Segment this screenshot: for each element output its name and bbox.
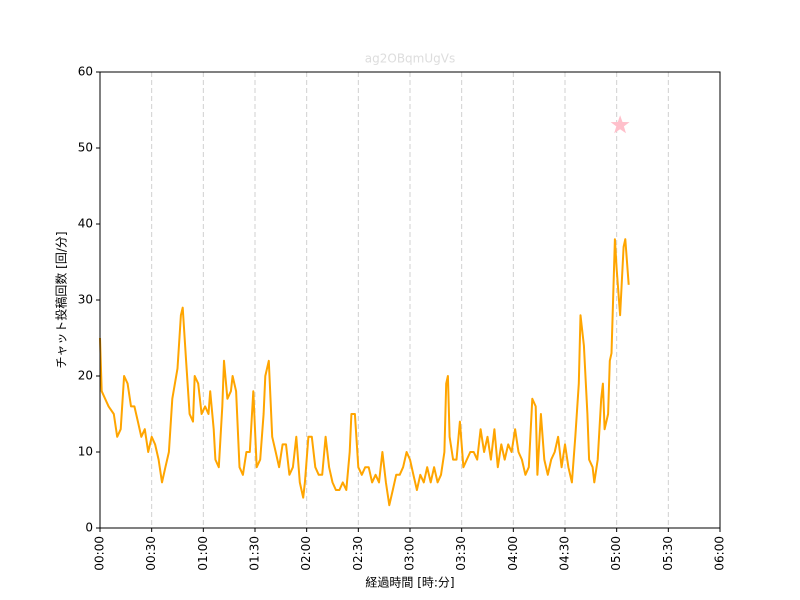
x-tick-label: 04:30 — [558, 536, 572, 571]
x-tick-label: 01:00 — [196, 536, 210, 571]
x-tick-label: 00:30 — [144, 536, 158, 571]
x-tick-label: 02:30 — [351, 536, 365, 571]
y-tick-label: 30 — [78, 293, 93, 307]
x-tick-label: 04:00 — [506, 536, 520, 571]
y-tick-label: 60 — [78, 65, 93, 79]
x-tick-label: 05:30 — [661, 536, 675, 571]
x-tick-label: 02:00 — [299, 536, 313, 571]
y-axis-label: チャット投稿回数 [回/分] — [54, 231, 69, 368]
y-tick-label: 0 — [85, 521, 93, 535]
highlight-star — [610, 115, 630, 134]
x-axis-label: 経過時間 [時:分] — [365, 576, 454, 590]
chart-title: ag2OBqmUgVs — [365, 52, 455, 66]
x-tick-label: 03:30 — [454, 536, 468, 571]
y-tick-label: 20 — [78, 369, 93, 383]
plot-frame — [99, 71, 721, 529]
x-tick-label: 06:00 — [713, 536, 727, 571]
y-tick-label: 10 — [78, 445, 93, 459]
line — [99, 238, 630, 507]
y-tick-label: 50 — [78, 141, 93, 155]
x-tick-label: 01:30 — [248, 536, 262, 571]
x-tick-label: 00:00 — [93, 536, 107, 571]
x-tick-label: 03:00 — [403, 536, 417, 571]
y-tick-label: 40 — [78, 217, 93, 231]
x-tick-label: 05:00 — [609, 536, 623, 571]
